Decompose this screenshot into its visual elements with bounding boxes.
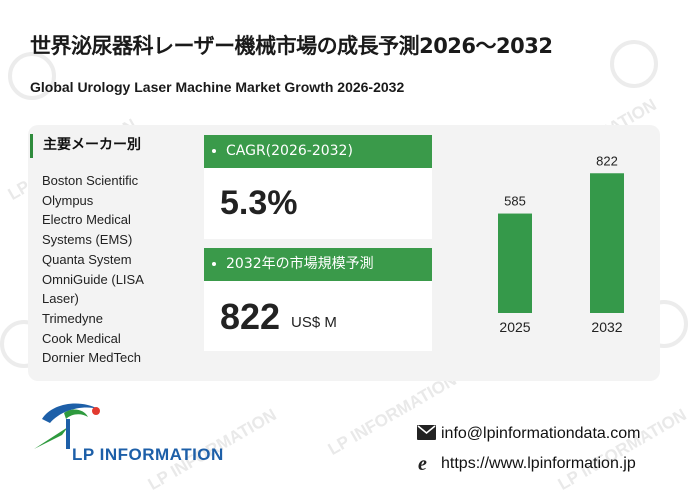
lp-logo-text: LP INFORMATION — [72, 445, 224, 464]
list-item: Boston Scientific — [42, 173, 139, 188]
mail-icon — [417, 425, 436, 440]
market-size-unit: US$ M — [291, 314, 337, 331]
watermark-logo — [8, 52, 56, 100]
list-item: Olympus — [42, 192, 94, 208]
lp-logo-icon — [34, 403, 100, 449]
contact-email[interactable]: info@lpinformationdata.com — [441, 425, 641, 442]
market-size-label: 2032年の市場規模予測 — [226, 256, 374, 272]
page-subtitle: Global Urology Laser Machine Market Grow… — [30, 79, 405, 95]
market-bar-chart: 585 2025 822 2032 — [498, 153, 624, 335]
watermark-logo — [610, 40, 658, 88]
x-tick-label: 2025 — [499, 319, 530, 335]
cagr-label: CAGR(2026-2032) — [226, 143, 353, 159]
cagr-card-header: CAGR(2026-2032) — [204, 135, 432, 168]
list-item: Cook Medical — [42, 330, 121, 346]
list-item: Dornier MedTech — [42, 350, 141, 366]
list-item: Electro Medical — [42, 212, 131, 228]
svg-text:e: e — [418, 454, 427, 472]
bar-value-label: 822 — [596, 153, 618, 168]
watermark-text: LP INFORMATION — [554, 405, 690, 494]
list-item: Quanta System — [42, 251, 132, 267]
x-tick-label: 2032 — [591, 319, 622, 335]
cagr-card: CAGR(2026-2032) — [204, 135, 432, 239]
list-item: OmniGuide (LISA — [42, 271, 144, 287]
bar-2032 — [590, 173, 624, 313]
bar-2025 — [498, 213, 532, 313]
watermark-text: LP INFORMATION — [324, 370, 460, 459]
website-url[interactable]: https://www.lpinformation.jp — [441, 455, 636, 472]
cagr-value: 5.3% — [220, 184, 298, 222]
bar-value-label: 585 — [504, 194, 526, 209]
market-size-value: 822 — [220, 296, 281, 337]
market-size-card: 2032年の市場規模予測 — [204, 248, 432, 351]
manufacturers-list: Boston Scientific Olympus Electro Medica… — [42, 171, 172, 368]
list-item: Systems (EMS) — [42, 232, 133, 248]
list-item: Trimedyne — [42, 310, 103, 326]
bullet-icon — [212, 149, 216, 153]
list-item: Laser) — [42, 291, 79, 307]
page-title: 世界泌尿器科レーザー機械市場の成長予測2026～2032 — [30, 34, 553, 58]
manufacturers-heading: 主要メーカー別 — [30, 134, 141, 158]
bullet-icon — [212, 262, 216, 266]
web-icon: e — [418, 454, 427, 472]
market-size-card-header: 2032年の市場規模予測 — [204, 248, 432, 281]
